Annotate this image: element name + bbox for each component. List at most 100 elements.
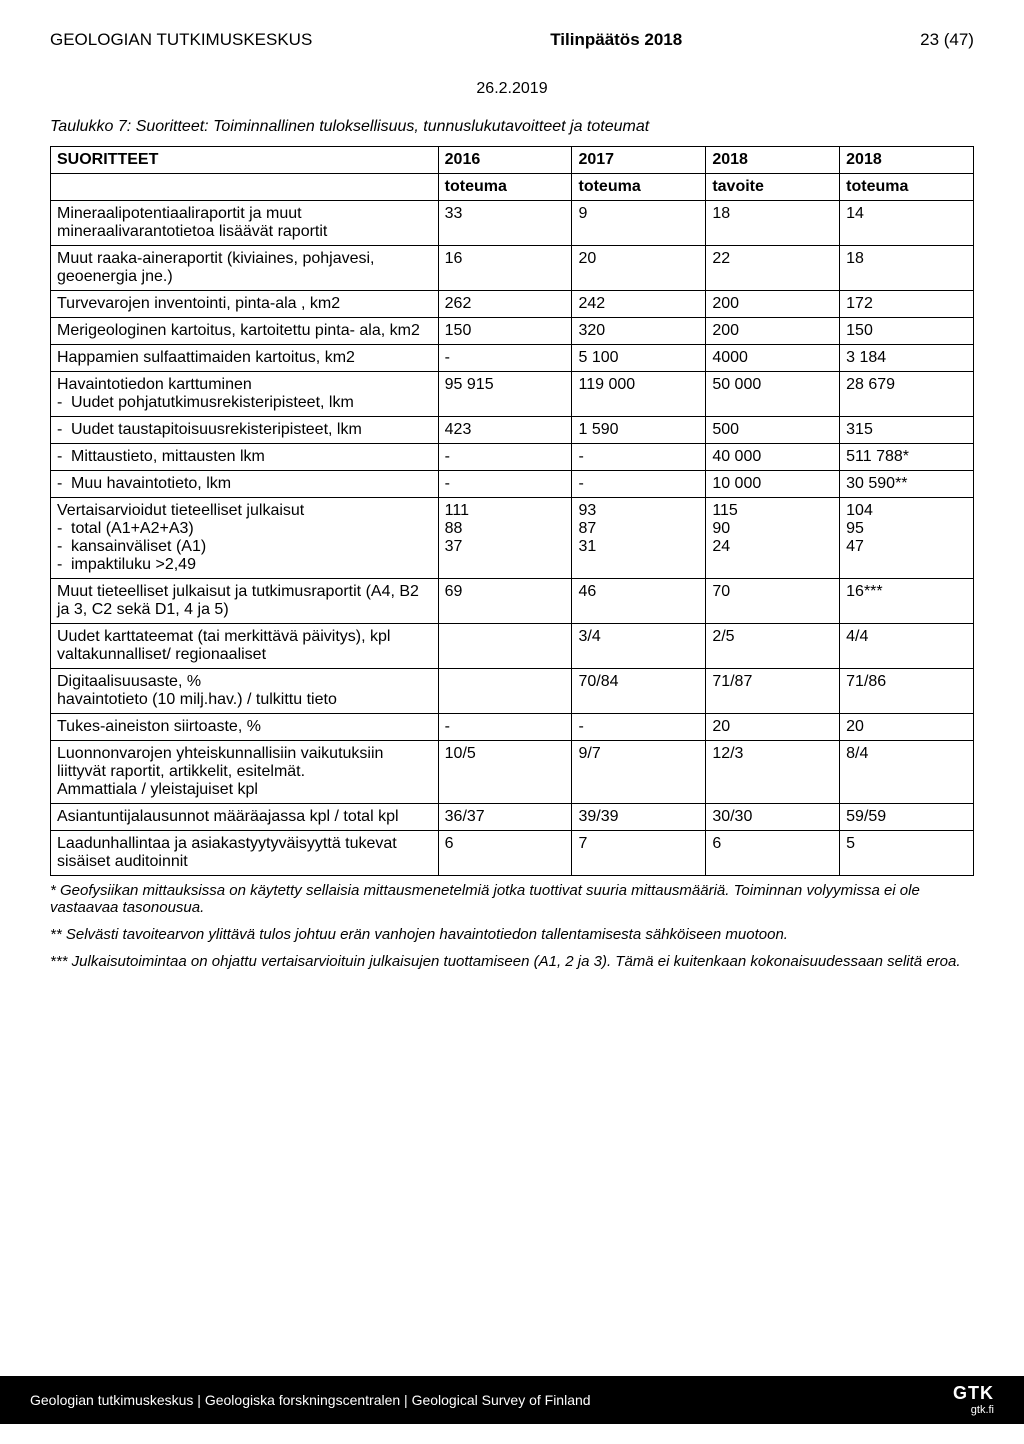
cell-value: - bbox=[572, 714, 706, 741]
footer-logo: GTK bbox=[953, 1384, 994, 1404]
row-label: Merigeologinen kartoitus, kartoitettu pi… bbox=[51, 318, 439, 345]
main-table: SUORITTEET2016201720182018toteumatoteuma… bbox=[50, 146, 974, 876]
cell-value: 200 bbox=[706, 291, 840, 318]
cell-value: 500 bbox=[706, 417, 840, 444]
cell-value: 9/7 bbox=[572, 741, 706, 804]
cell-value: 36/37 bbox=[438, 804, 572, 831]
cell-value: - bbox=[438, 471, 572, 498]
cell-value: - bbox=[438, 444, 572, 471]
row-label: Turvevarojen inventointi, pinta-ala , km… bbox=[51, 291, 439, 318]
cell-value: 46 bbox=[572, 579, 706, 624]
cell-value: 69 bbox=[438, 579, 572, 624]
cell-value: 7 bbox=[572, 831, 706, 876]
cell-value: 18 bbox=[840, 246, 974, 291]
footnote: * Geofysiikan mittauksissa on käytetty s… bbox=[50, 882, 974, 916]
cell-value: 20 bbox=[572, 246, 706, 291]
cell-value: 8/4 bbox=[840, 741, 974, 804]
cell-value: 938731 bbox=[572, 498, 706, 579]
cell-value: 119 000 bbox=[572, 372, 706, 417]
header-org: GEOLOGIAN TUTKIMUSKESKUS bbox=[50, 30, 312, 50]
cell-value: 320 bbox=[572, 318, 706, 345]
cell-value: 9 bbox=[572, 201, 706, 246]
cell-value bbox=[438, 624, 572, 669]
row-label: Asiantuntijalausunnot määräajassa kpl / … bbox=[51, 804, 439, 831]
footnote: ** Selvästi tavoitearvon ylittävä tulos … bbox=[50, 926, 974, 943]
column-header-label: SUORITTEET bbox=[51, 147, 439, 174]
cell-value: 16 bbox=[438, 246, 572, 291]
column-header-year: 2018 bbox=[840, 147, 974, 174]
cell-value: 70 bbox=[706, 579, 840, 624]
document-page: GEOLOGIAN TUTKIMUSKESKUS Tilinpäätös 201… bbox=[0, 0, 1024, 1444]
cell-value: 150 bbox=[438, 318, 572, 345]
cell-value: - bbox=[438, 714, 572, 741]
cell-value: 40 000 bbox=[706, 444, 840, 471]
cell-value: 5 bbox=[840, 831, 974, 876]
footer-url: gtk.fi bbox=[953, 1404, 994, 1416]
cell-value: 22 bbox=[706, 246, 840, 291]
cell-value: 172 bbox=[840, 291, 974, 318]
row-label: Happamien sulfaattimaiden kartoitus, km2 bbox=[51, 345, 439, 372]
cell-value: 30/30 bbox=[706, 804, 840, 831]
cell-value: 18 bbox=[706, 201, 840, 246]
cell-value: 3 184 bbox=[840, 345, 974, 372]
cell-value: 3/4 bbox=[572, 624, 706, 669]
cell-value: 1049547 bbox=[840, 498, 974, 579]
column-header-year: 2016 bbox=[438, 147, 572, 174]
row-label: Mittaustieto, mittausten lkm bbox=[51, 444, 439, 471]
page-header: GEOLOGIAN TUTKIMUSKESKUS Tilinpäätös 201… bbox=[50, 30, 974, 50]
cell-value: 511 788* bbox=[840, 444, 974, 471]
column-subheader: toteuma bbox=[572, 174, 706, 201]
table-caption: Taulukko 7: Suoritteet: Toiminnallinen t… bbox=[50, 118, 974, 136]
footnote: *** Julkaisutoimintaa on ohjattu vertais… bbox=[50, 953, 974, 970]
cell-value: 242 bbox=[572, 291, 706, 318]
cell-value: 1 590 bbox=[572, 417, 706, 444]
cell-value: 70/84 bbox=[572, 669, 706, 714]
cell-value: 20 bbox=[840, 714, 974, 741]
row-label: Luonnonvarojen yhteiskunnallisiin vaikut… bbox=[51, 741, 439, 804]
column-subheader: tavoite bbox=[706, 174, 840, 201]
cell-value: 59/59 bbox=[840, 804, 974, 831]
cell-value: 95 915 bbox=[438, 372, 572, 417]
cell-value: 4000 bbox=[706, 345, 840, 372]
cell-value: 1118837 bbox=[438, 498, 572, 579]
footer-logo-block: GTK gtk.fi bbox=[953, 1384, 994, 1416]
cell-value: 5 100 bbox=[572, 345, 706, 372]
cell-value: 200 bbox=[706, 318, 840, 345]
column-subheader: toteuma bbox=[438, 174, 572, 201]
row-label: Laadunhallintaa ja asiakastyytyväisyyttä… bbox=[51, 831, 439, 876]
footnotes: * Geofysiikan mittauksissa on käytetty s… bbox=[50, 882, 974, 970]
cell-value: 28 679 bbox=[840, 372, 974, 417]
cell-value: 6 bbox=[438, 831, 572, 876]
cell-value: 12/3 bbox=[706, 741, 840, 804]
cell-value: 14 bbox=[840, 201, 974, 246]
cell-value: 150 bbox=[840, 318, 974, 345]
row-label: Mineraalipotentiaaliraportit ja muut min… bbox=[51, 201, 439, 246]
header-page-number: 23 (47) bbox=[920, 30, 974, 50]
row-label: Muu havaintotieto, lkm bbox=[51, 471, 439, 498]
cell-value: 16*** bbox=[840, 579, 974, 624]
column-subheader: toteuma bbox=[840, 174, 974, 201]
cell-value: - bbox=[572, 471, 706, 498]
cell-value: 20 bbox=[706, 714, 840, 741]
row-label: Muut raaka-aineraportit (kiviaines, pohj… bbox=[51, 246, 439, 291]
row-label: Uudet taustapitoisuusrekisteripisteet, l… bbox=[51, 417, 439, 444]
cell-value: 2/5 bbox=[706, 624, 840, 669]
cell-value: 315 bbox=[840, 417, 974, 444]
cell-value: - bbox=[438, 345, 572, 372]
cell-value: 10 000 bbox=[706, 471, 840, 498]
row-label: Havaintotiedon karttuminenUudet pohjatut… bbox=[51, 372, 439, 417]
cell-value: - bbox=[572, 444, 706, 471]
cell-value: 1159024 bbox=[706, 498, 840, 579]
column-header-year: 2018 bbox=[706, 147, 840, 174]
header-title: Tilinpäätös 2018 bbox=[550, 30, 682, 50]
cell-value: 50 000 bbox=[706, 372, 840, 417]
cell-value: 10/5 bbox=[438, 741, 572, 804]
row-label: Uudet karttateemat (tai merkittävä päivi… bbox=[51, 624, 439, 669]
cell-value bbox=[438, 669, 572, 714]
header-date: 26.2.2019 bbox=[50, 80, 974, 98]
row-label: Digitaalisuusaste, %havaintotieto (10 mi… bbox=[51, 669, 439, 714]
column-header-year: 2017 bbox=[572, 147, 706, 174]
cell-value: 39/39 bbox=[572, 804, 706, 831]
page-footer: Geologian tutkimuskeskus | Geologiska fo… bbox=[0, 1376, 1024, 1424]
cell-value: 71/87 bbox=[706, 669, 840, 714]
